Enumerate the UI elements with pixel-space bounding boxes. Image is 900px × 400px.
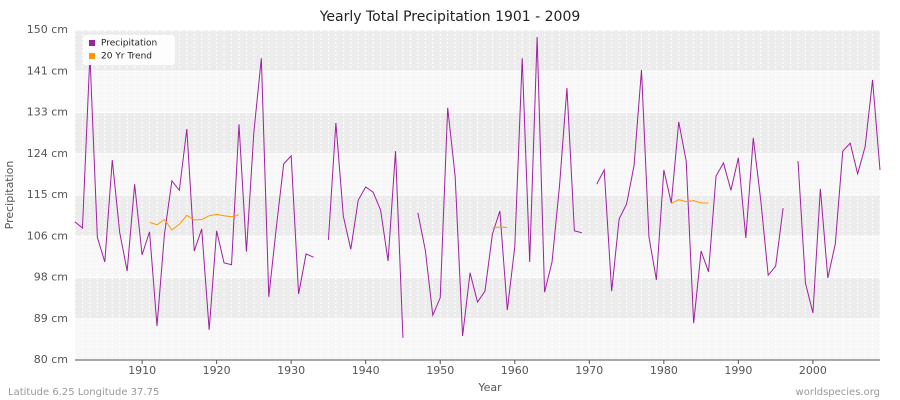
y-tick-label: 106 cm [27,229,68,242]
x-tick-label: 1970 [575,364,603,377]
footer-right: worldspecies.org [796,387,880,398]
legend-swatch [89,40,95,46]
x-tick-label: 1990 [724,364,752,377]
x-tick-label: 1950 [426,364,454,377]
y-tick-label: 150 cm [27,23,68,36]
x-tick-label: 1960 [501,364,529,377]
x-tick-label: 1910 [128,364,156,377]
x-tick-label: 2000 [799,364,827,377]
y-axis-title: Precipitation [3,161,16,230]
legend-label: Precipitation [101,39,157,49]
x-tick-label: 1940 [352,364,380,377]
footer-left: Latitude 6.25 Longitude 37.75 [8,387,159,398]
x-tick-label: 1930 [277,364,305,377]
y-tick-label: 98 cm [34,271,68,284]
y-tick-label: 133 cm [27,106,68,119]
legend-box [83,35,175,65]
x-axis-title: Year [477,381,502,394]
y-tick-label: 141 cm [27,64,68,77]
series-line [74,37,881,338]
series-line [149,199,709,231]
legend-label: 20 Yr Trend [101,52,152,62]
y-tick-label: 89 cm [34,312,68,325]
chart-title: Yearly Total Precipitation 1901 - 2009 [319,9,581,25]
x-tick-label: 1980 [650,364,678,377]
y-tick-label: 124 cm [27,147,68,160]
legend-swatch [89,53,95,59]
y-tick-label: 115 cm [27,188,68,201]
x-tick-label: 1920 [203,364,231,377]
y-tick-label: 80 cm [34,353,68,366]
